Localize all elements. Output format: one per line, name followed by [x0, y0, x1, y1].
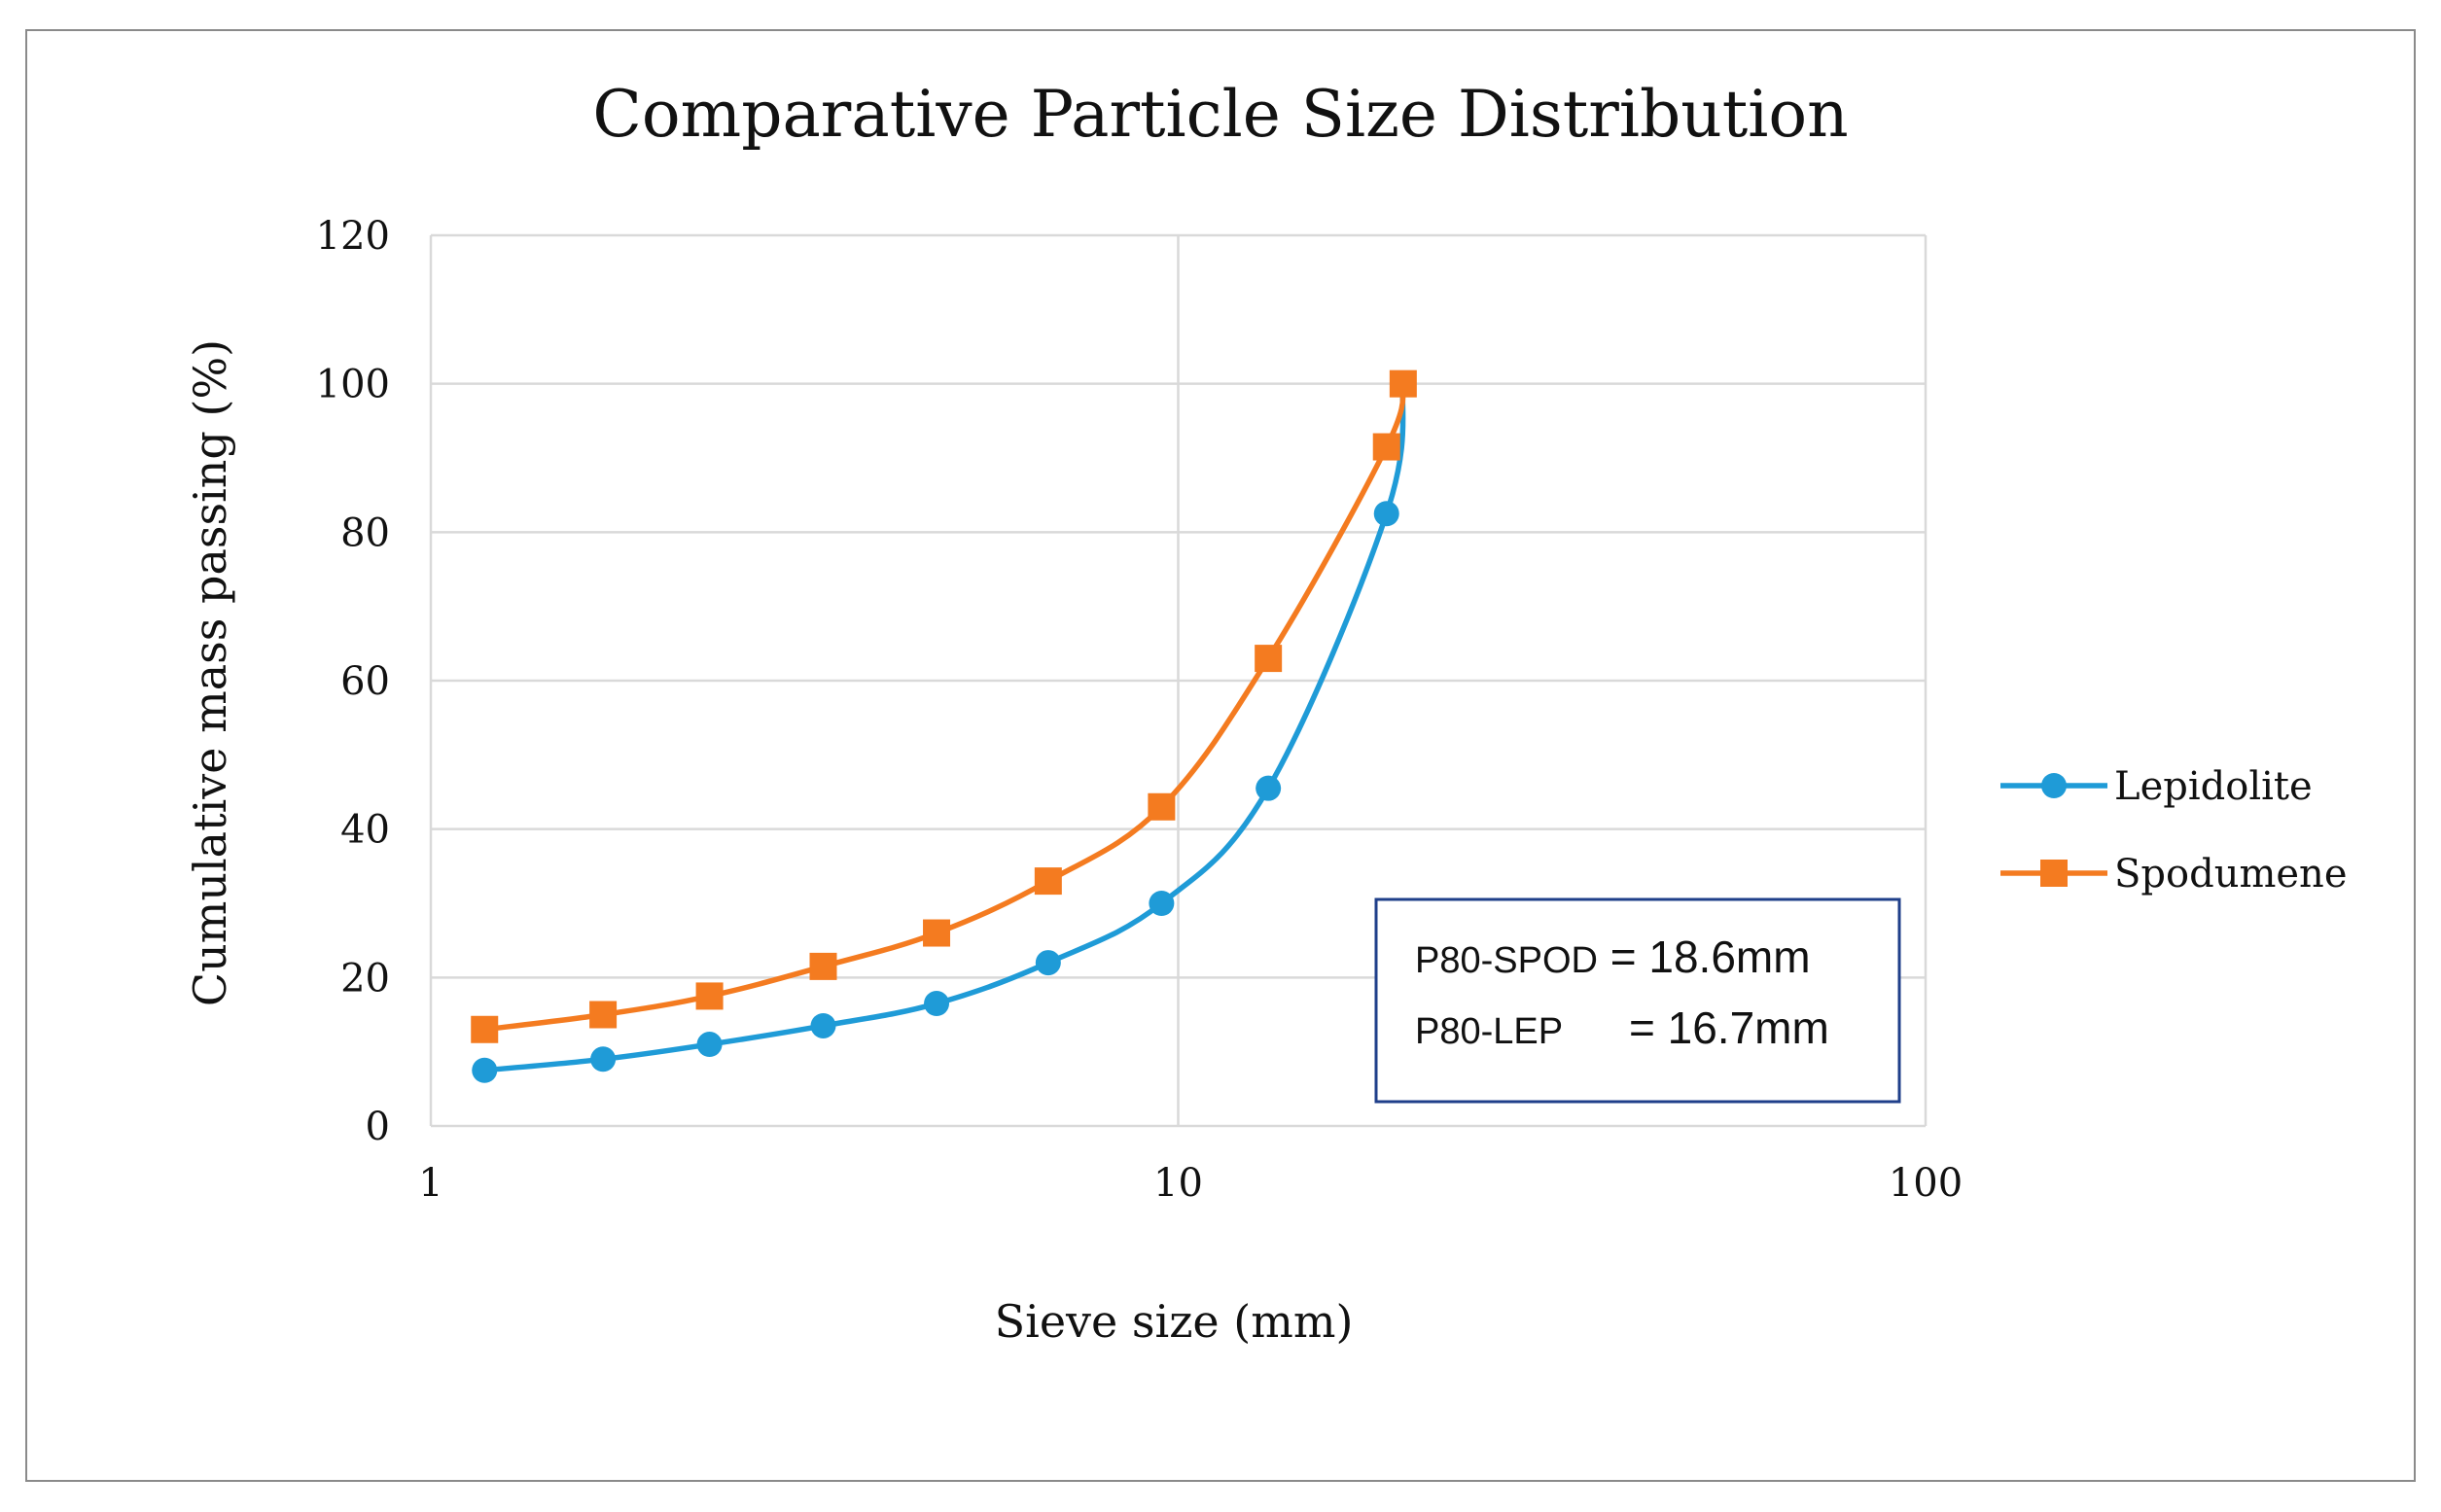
legend: Lepidolite Spodumene [2000, 764, 2348, 897]
legend-lepidolite-marker [2041, 773, 2067, 798]
spodumene-data-point [809, 952, 837, 980]
lepidolite-data-point [1149, 891, 1175, 916]
legend-spodumene-marker [2040, 860, 2068, 887]
y-tick-label: 40 [340, 808, 390, 853]
y-tick-label: 20 [340, 956, 390, 1001]
annotation-p80-lep-value: = 16.7mm [1629, 1002, 1829, 1053]
y-axis-label: Cumulative mass passing (%) [184, 339, 236, 1006]
y-tick-label: 60 [340, 659, 390, 704]
spodumene-data-point [471, 1015, 499, 1043]
spodumene-data-point [1148, 792, 1176, 821]
series-markers [471, 369, 1417, 1083]
annotation-line-2: P80-LEP = 16.7mm [1415, 1002, 1829, 1053]
y-tick-label: 0 [366, 1105, 390, 1149]
lepidolite-data-point [810, 1012, 836, 1038]
spodumene-data-point [1034, 867, 1062, 896]
spodumene-data-point [1255, 645, 1283, 673]
annotation-p80-spod-value: = 18.6mm [1610, 932, 1811, 982]
lepidolite-data-point [924, 991, 950, 1017]
y-tick-label: 120 [316, 214, 390, 259]
y-tick-label: 80 [340, 510, 390, 555]
grid [429, 233, 1928, 1128]
spodumene-data-point [1389, 369, 1417, 398]
legend-spodumene-label: Spodumene [2114, 852, 2348, 897]
legend-lepidolite-label: Lepidolite [2114, 764, 2313, 809]
lepidolite-data-point [696, 1032, 723, 1058]
x-tick-label: 100 [1889, 1161, 1963, 1206]
spodumene-series-line [481, 380, 1406, 1033]
lepidolite-data-point [472, 1057, 498, 1083]
spodumene-data-point [695, 982, 724, 1010]
lepidolite-data-point [1256, 775, 1282, 801]
x-tick-label: 1 [418, 1161, 442, 1206]
spodumene-data-point [1372, 433, 1400, 461]
annotation-p80-lep-label: P80-LEP [1415, 1011, 1563, 1052]
annotation-box [1374, 897, 1901, 1104]
annotation-p80-spod-label: P80-SPOD [1415, 940, 1598, 981]
y-tick-label: 100 [316, 363, 390, 407]
spodumene-data-point [589, 1001, 618, 1029]
annotation-line-1: P80-SPOD = 18.6mm [1415, 932, 1811, 982]
p80-annotation: P80-SPOD = 18.6mm P80-LEP = 16.7mm [1374, 897, 1901, 1104]
x-tick-label: 10 [1153, 1161, 1203, 1206]
lepidolite-data-point [1373, 501, 1399, 527]
x-axis-label: Sieve size (mm) [995, 1295, 1354, 1348]
spodumene-data-point [923, 919, 951, 947]
chart-title: Comparative Particle Size Distribution [592, 77, 1848, 152]
chart-frame [25, 29, 2416, 1482]
lepidolite-data-point [590, 1046, 617, 1072]
lepidolite-data-point [1035, 950, 1061, 976]
